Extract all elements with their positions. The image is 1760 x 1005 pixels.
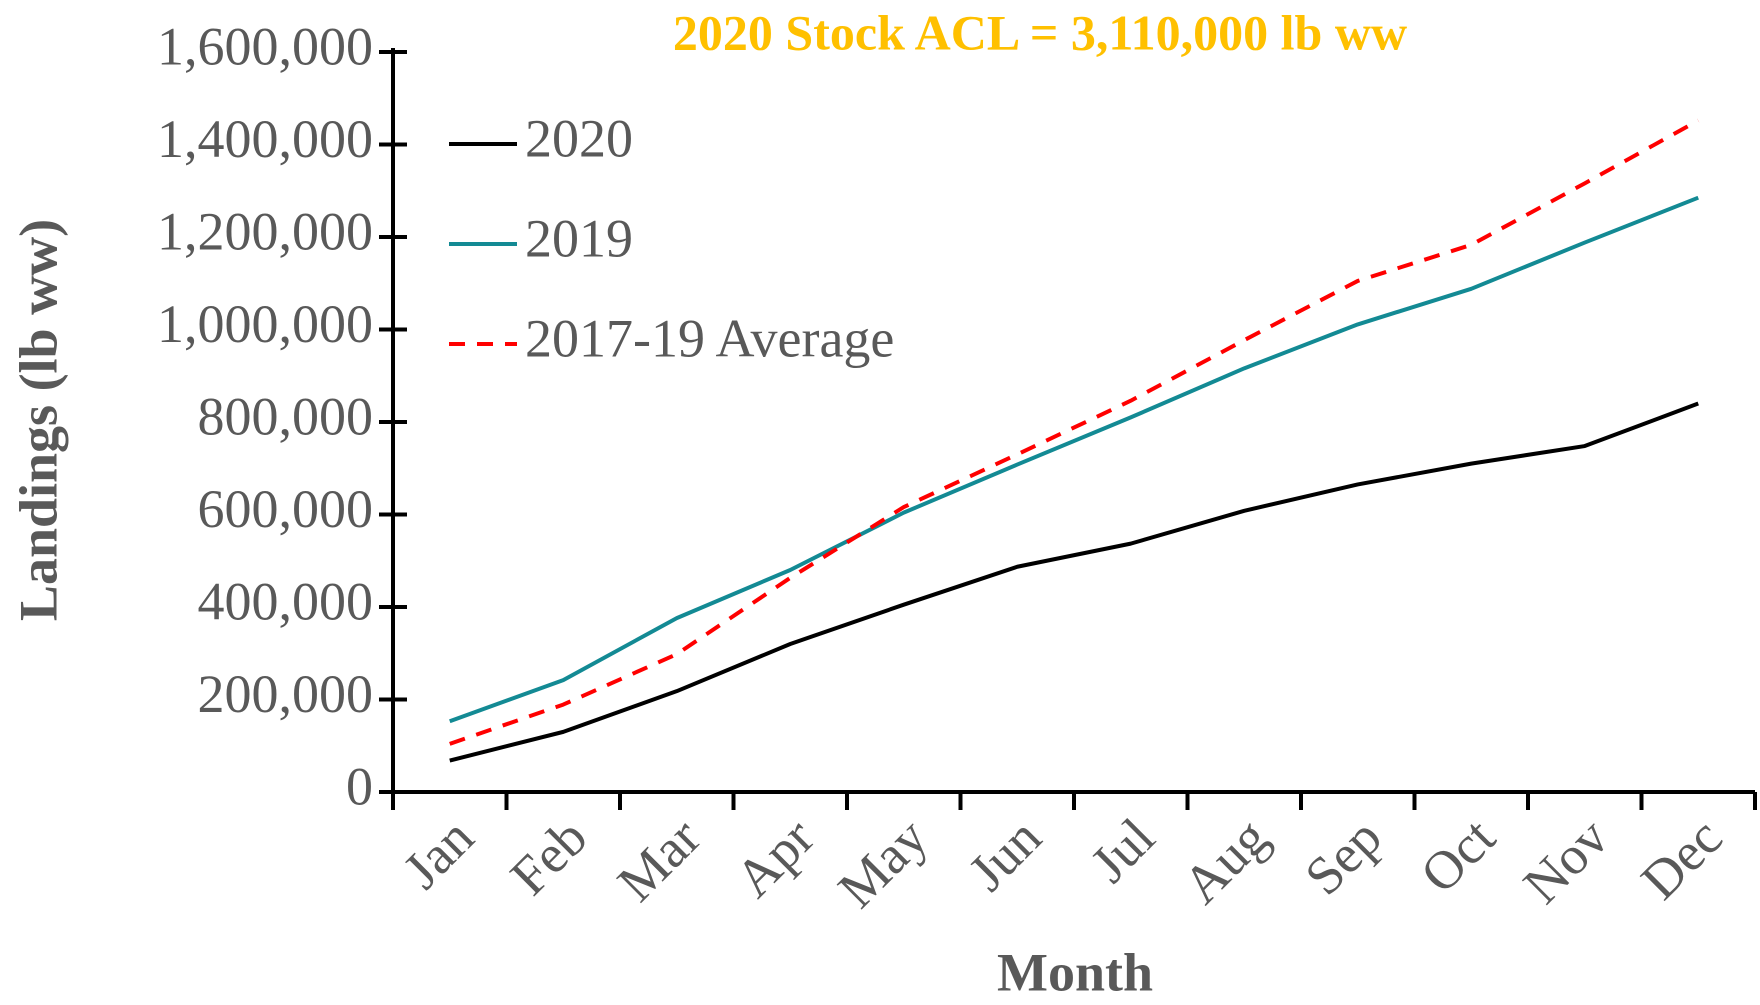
x-tick-label: Sep [1293,807,1393,907]
legend-label: 2019 [525,208,633,268]
legend-label: 2020 [525,108,633,168]
x-tick-label: Jan [392,807,485,900]
x-tick-label: Jul [1079,807,1166,894]
x-tick-label: Mar [606,807,712,913]
y-tick-label: 400,000 [198,571,374,631]
y-tick-label: 1,600,000 [157,16,373,76]
x-tick-label: May [827,807,939,919]
y-tick-label: 1,400,000 [157,109,373,169]
chart-title: 2020 Stock ACL = 3,110,000 lb ww [673,4,1407,60]
y-tick-label: 800,000 [198,386,374,446]
x-axis-label: Month [997,942,1153,1002]
y-tick-label: 1,200,000 [157,201,373,261]
y-tick-label: 200,000 [198,664,374,724]
y-tick-label: 1,000,000 [157,294,373,354]
legend-label: 2017-19 Average [525,308,894,368]
x-tick-label: Dec [1630,807,1734,911]
x-tick-label: Nov [1512,807,1620,915]
series-line [449,118,1700,746]
x-tick-label: Apr [724,807,826,909]
x-tick-label: Oct [1409,807,1507,905]
series-line [449,195,1699,724]
x-tick-label: Feb [499,807,599,907]
series-line [449,401,1699,763]
x-tick-label: Aug [1171,807,1279,915]
y-tick-label: 600,000 [198,479,374,539]
x-tick-label: Jun [957,807,1052,902]
y-axis-label: Landings (lb ww) [8,219,68,621]
y-tick-label: 0 [346,756,373,816]
